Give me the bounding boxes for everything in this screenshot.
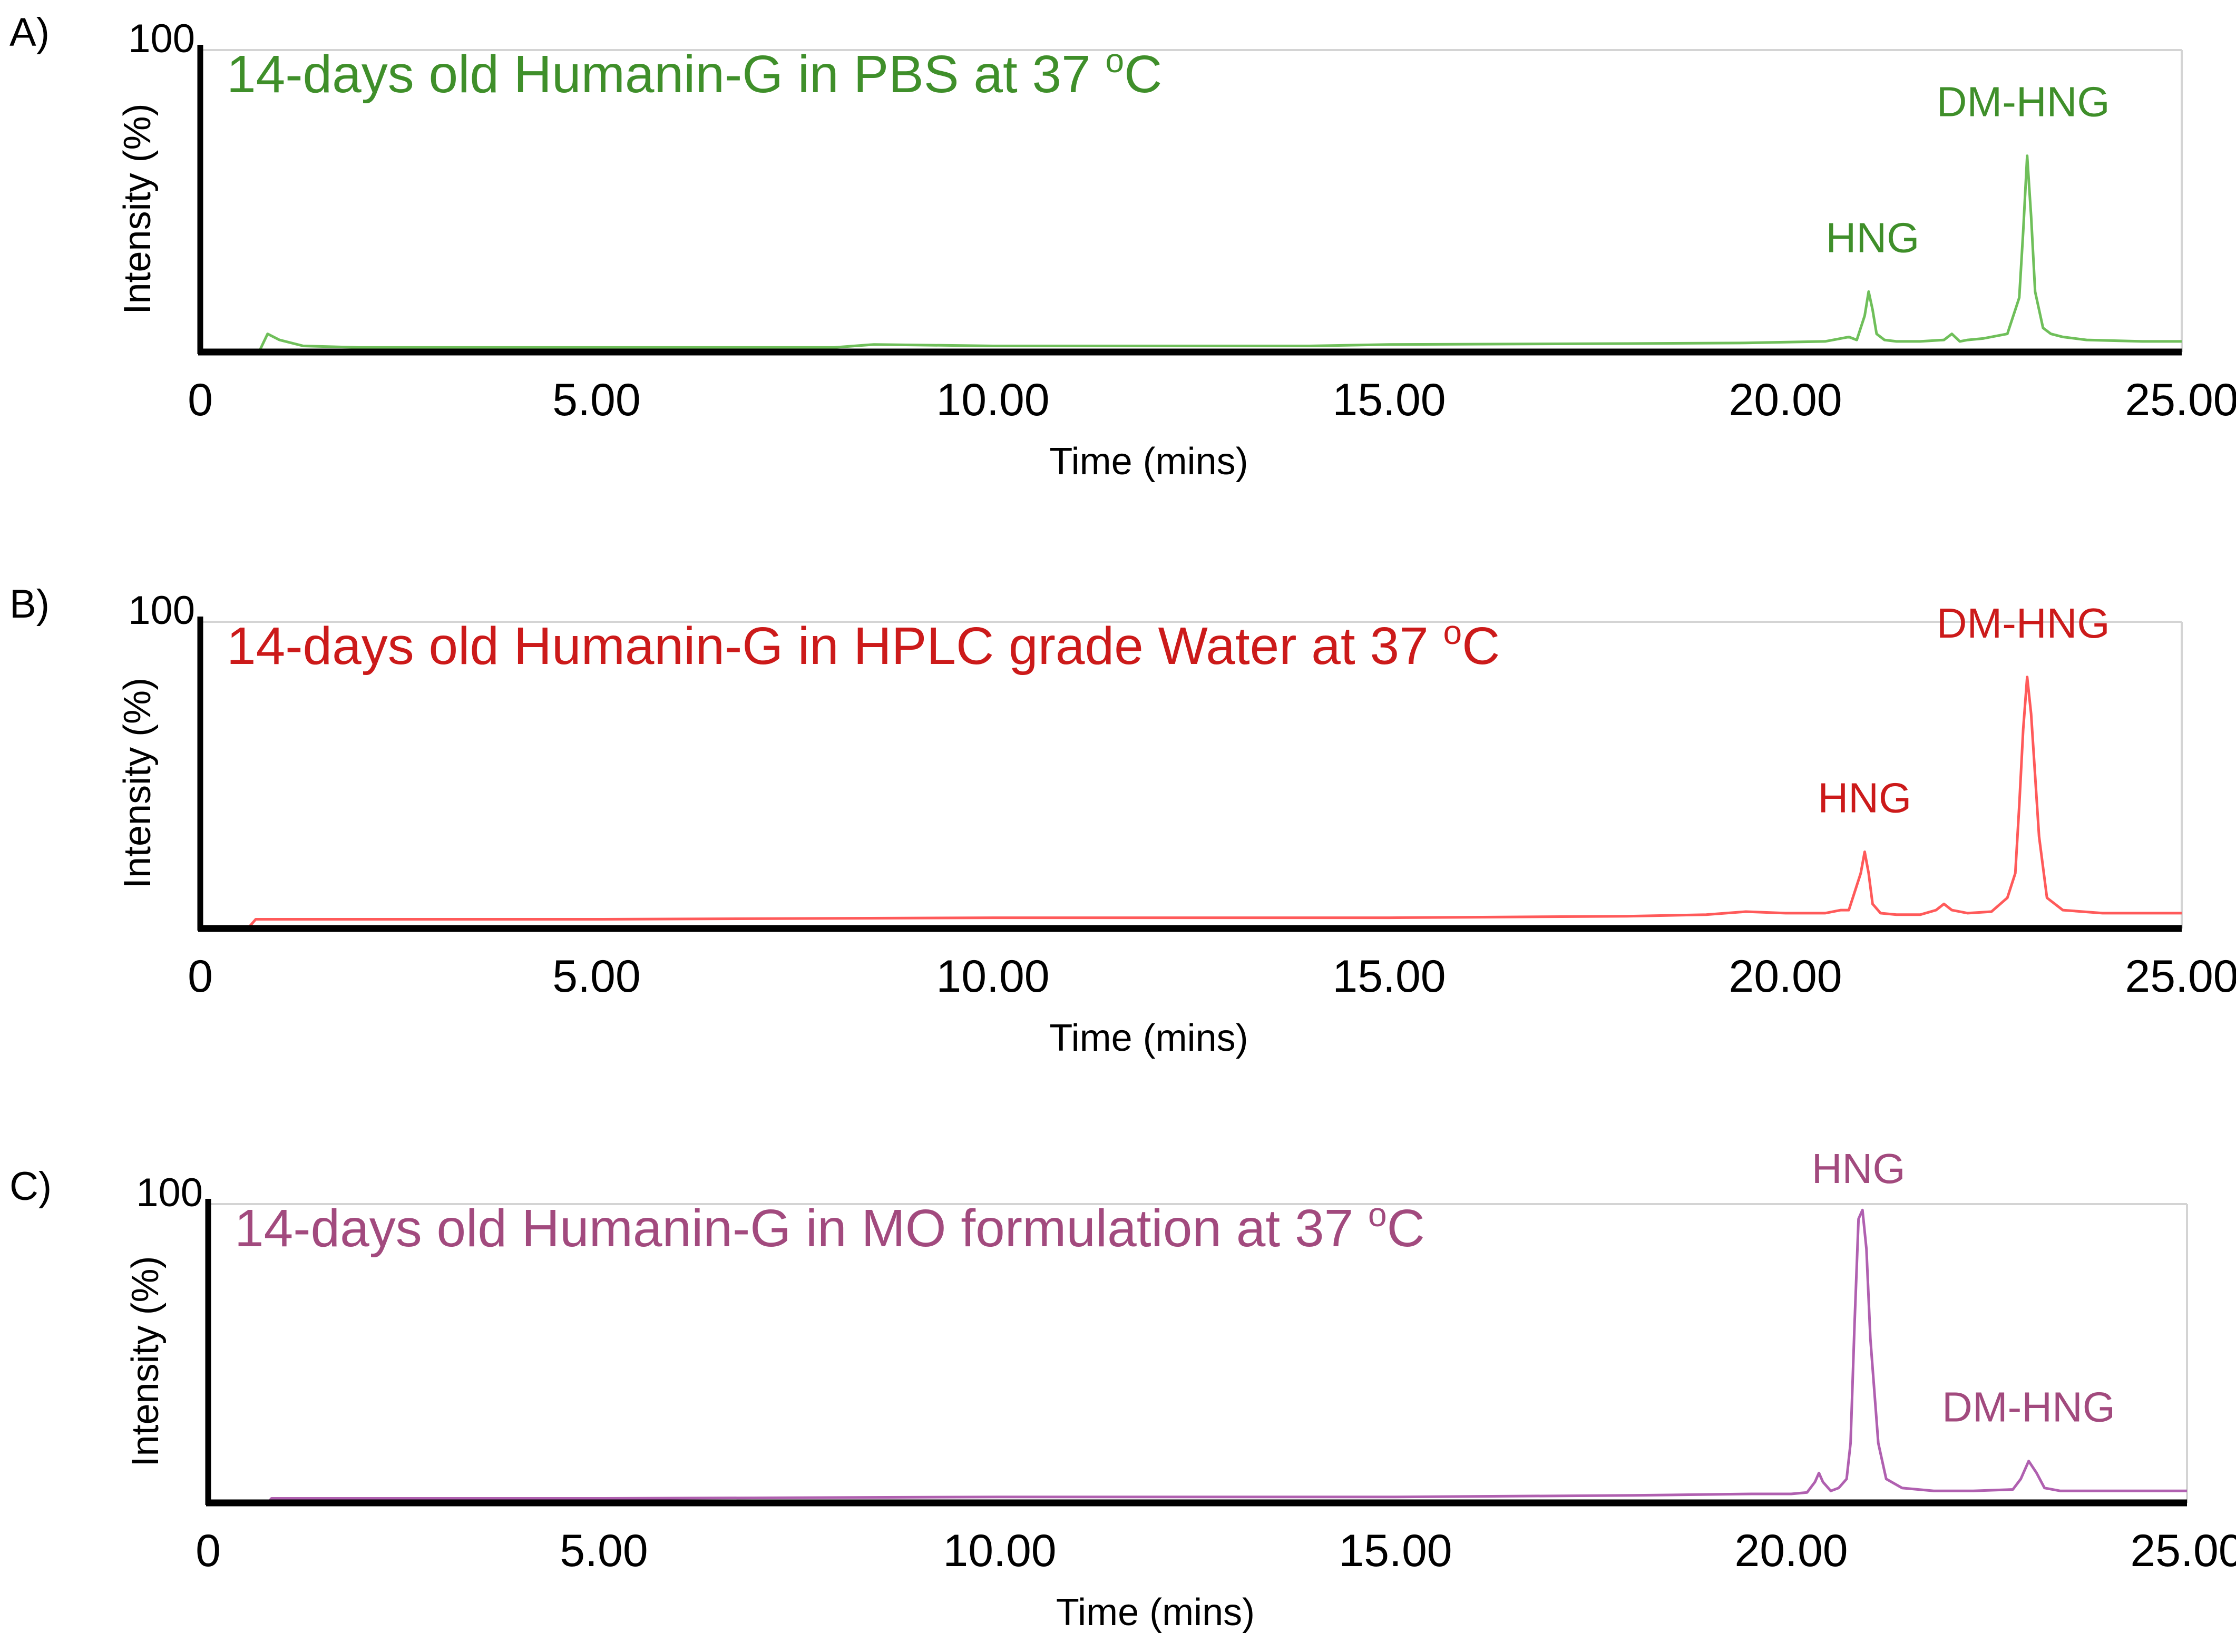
x-tick-label: 20.00 (1729, 375, 1842, 425)
x-tick-label: 15.00 (1332, 951, 1446, 1002)
y-axis-label: Intensity (%) (124, 1256, 167, 1467)
chart-panel-3: C) 100 Intensity (%) 0 5.00 10.00 15.00 20.00 25… (9, 1145, 2236, 1634)
chart-panel-1: A) 100 Intensity (%) 0 5.00 10.00 15.00 20.00 25… (9, 10, 2236, 483)
x-tick-label: 5.00 (552, 375, 640, 425)
panel-label: C) (9, 1164, 52, 1209)
x-tick-label: 5.00 (560, 1526, 648, 1576)
series-line-pbs (200, 154, 2182, 354)
peak-label-hng: HNG (1818, 775, 1912, 822)
x-axis-label: Time (mins) (1056, 1591, 1255, 1634)
y-tick-label: 100 (128, 16, 195, 61)
peak-label-hng: HNG (1812, 1145, 1906, 1192)
x-tick-label: 15.00 (1339, 1526, 1452, 1576)
peak-label-dm-hng: DM-HNG (1937, 79, 2110, 125)
x-tick-label: 0 (196, 1526, 221, 1576)
x-tick-label: 5.00 (552, 951, 640, 1002)
panel-label: B) (9, 582, 50, 627)
x-tick-label: 10.00 (936, 951, 1049, 1002)
series-line-mo-formulation (266, 1208, 2187, 1504)
y-tick-label: 100 (128, 588, 195, 633)
series-line-hplc-grade-water (200, 676, 2182, 930)
x-tick-label: 20.00 (1729, 951, 1842, 1002)
peak-label-dm-hng: DM-HNG (1942, 1384, 2115, 1431)
x-tick-label: 0 (188, 951, 213, 1002)
chart-title: 14-days old Humanin-G in MO formulation … (235, 1196, 1425, 1258)
x-axis-label: Time (mins) (1049, 441, 1248, 483)
chart-title: 14-days old Humanin-G in PBS at 37 oC (227, 42, 1162, 104)
y-axis-label: Intensity (%) (116, 678, 159, 888)
x-tick-label: 25.00 (2125, 375, 2236, 425)
x-tick-label: 25.00 (2130, 1526, 2236, 1576)
x-tick-label: 0 (188, 375, 213, 425)
chart-title: 14-days old Humanin-G in HPLC grade Wate… (227, 613, 1500, 676)
x-tick-label: 20.00 (1734, 1526, 1848, 1576)
chart-panel-2: B) 100 Intensity (%) 0 5.00 10.00 15.00 20.00 25… (9, 582, 2236, 1059)
y-axis-label: Intensity (%) (116, 103, 159, 314)
x-tick-label: 10.00 (936, 375, 1049, 425)
panel-label: A) (9, 10, 50, 55)
peak-label-dm-hng: DM-HNG (1937, 600, 2110, 647)
y-tick-label: 100 (136, 1170, 203, 1215)
x-tick-label: 25.00 (2125, 951, 2236, 1002)
x-tick-label: 10.00 (943, 1526, 1056, 1576)
x-axis-label: Time (mins) (1049, 1017, 1248, 1059)
peak-label-hng: HNG (1826, 214, 1920, 261)
x-tick-label: 15.00 (1332, 375, 1446, 425)
